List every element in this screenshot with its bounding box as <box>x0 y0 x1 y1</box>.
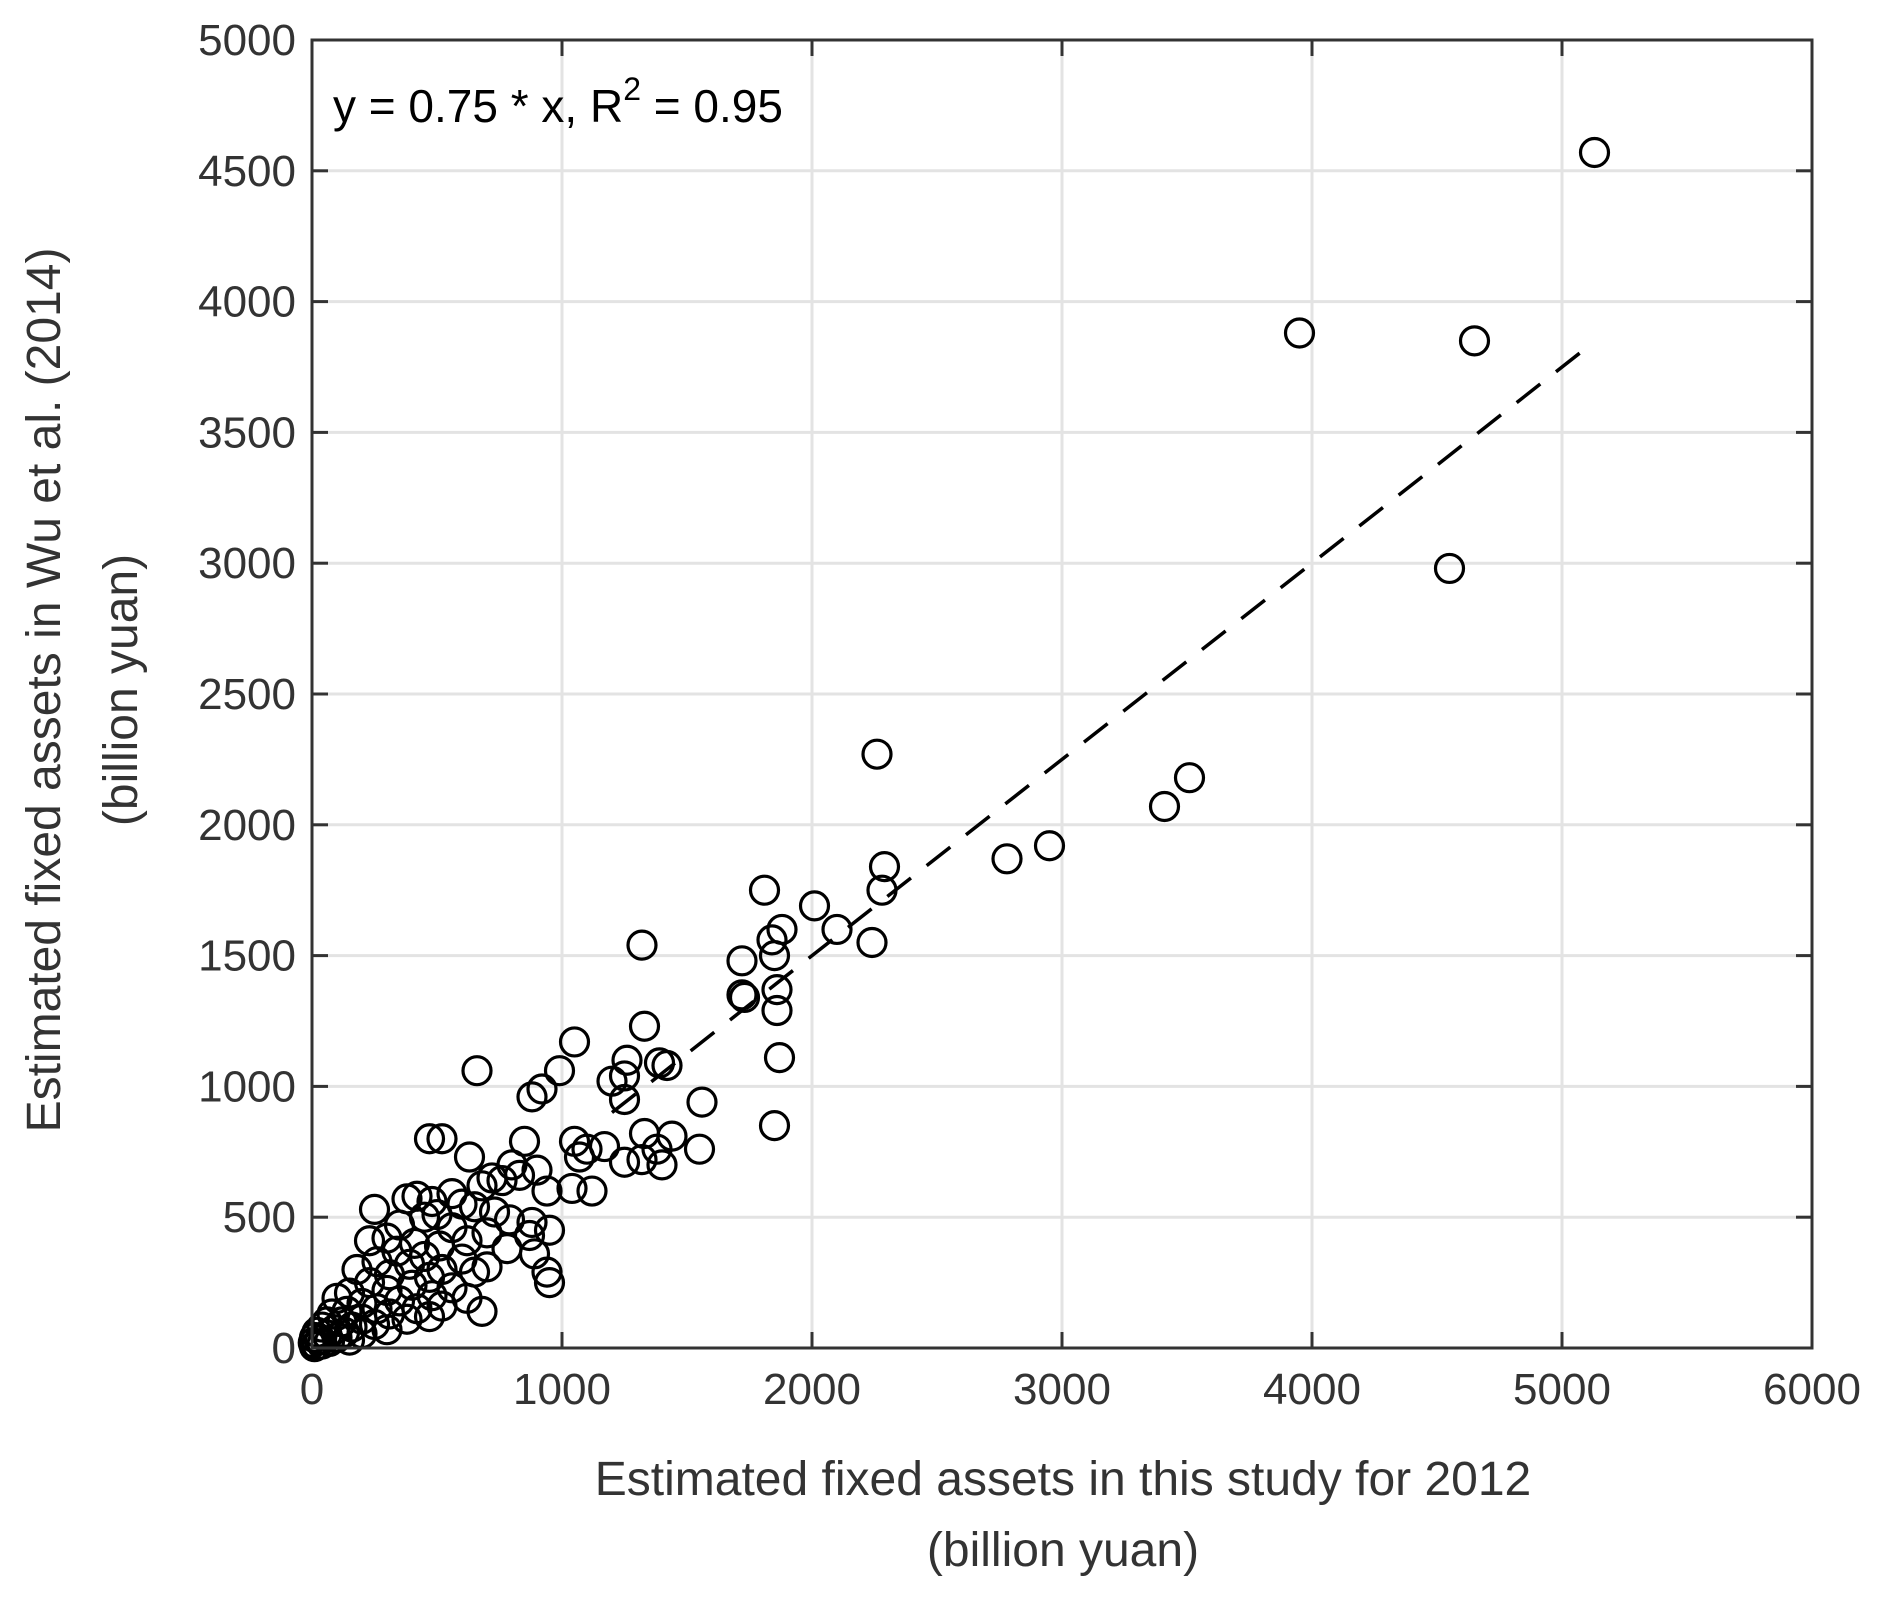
y-tick-label: 0 <box>272 1324 296 1373</box>
data-point <box>478 1196 511 1228</box>
tick-labels: 0 1000 2000 3000 4000 5000 6000 0 500 1000 1500 200… <box>198 16 1861 1414</box>
data-point <box>868 851 901 883</box>
data-point <box>798 890 831 922</box>
x-tick-label: 6000 <box>1763 1365 1861 1414</box>
y-tick-label: 1000 <box>198 1062 296 1111</box>
data-point <box>533 1266 566 1299</box>
data-point <box>866 874 898 906</box>
fit-equation-superscript: 2 <box>623 71 641 107</box>
y-tick-label: 4000 <box>198 278 296 327</box>
fit-line <box>610 346 1589 1114</box>
data-point <box>626 1144 658 1176</box>
data-point <box>683 1133 716 1165</box>
fit-equation-annotation: y = 0.75 * x, R2 = 0.95 <box>333 71 783 132</box>
data-point <box>531 1175 563 1207</box>
x-axis-label-line1: Estimated fixed assets in this study for… <box>595 1453 1531 1506</box>
fit-equation-text: y = 0.75 * x, R <box>333 80 623 132</box>
data-point <box>1173 762 1206 794</box>
data-point <box>358 1193 391 1225</box>
x-tick-label: 4000 <box>1263 1365 1361 1414</box>
data-point <box>371 1314 403 1346</box>
axis-ticks <box>310 38 1814 1350</box>
data-point <box>556 1172 588 1205</box>
y-tick-label: 5000 <box>198 16 296 65</box>
y-tick-label: 3500 <box>198 408 296 457</box>
y-tick-label: 4500 <box>198 147 296 196</box>
y-tick-label: 2000 <box>198 801 296 850</box>
y-tick-label: 3000 <box>198 539 296 588</box>
data-point <box>391 1303 423 1335</box>
data-point <box>466 1295 498 1327</box>
data-point <box>726 945 758 977</box>
data-point <box>761 994 793 1027</box>
data-point <box>728 981 761 1014</box>
data-point <box>758 1110 791 1142</box>
data-point <box>558 1026 591 1058</box>
data-point <box>1283 317 1316 349</box>
data-point <box>1033 830 1066 862</box>
data-point <box>521 1154 553 1186</box>
data-point <box>748 874 781 906</box>
x-tick-label: 0 <box>300 1365 324 1414</box>
data-point <box>571 1133 603 1165</box>
data-point <box>646 1149 678 1181</box>
data-point <box>651 1049 683 1082</box>
x-axis-label-line2: (billion yuan) <box>927 1524 1199 1577</box>
data-point <box>1433 552 1466 585</box>
data-point <box>563 1141 596 1173</box>
data-point <box>426 1123 458 1155</box>
data-point <box>761 974 793 1006</box>
data-point <box>686 1086 718 1118</box>
x-tick-label: 2000 <box>763 1365 861 1414</box>
x-tick-label: 1000 <box>513 1365 611 1414</box>
y-axis-label-line1: Estimated fixed assets in Wu et al. (201… <box>18 248 71 1133</box>
data-point <box>508 1125 541 1157</box>
data-point <box>576 1175 608 1207</box>
data-point <box>608 1083 641 1116</box>
data-point <box>486 1164 518 1197</box>
data-point <box>763 1042 796 1074</box>
data-point <box>413 1301 446 1333</box>
data-point <box>758 939 791 972</box>
data-point <box>416 1185 448 1218</box>
data-point <box>461 1055 493 1087</box>
data-point <box>458 1191 491 1223</box>
data-point <box>466 1170 498 1202</box>
x-tick-label: 5000 <box>1513 1365 1611 1414</box>
data-point <box>413 1123 446 1155</box>
data-point <box>526 1073 558 1105</box>
data-point <box>1458 325 1491 357</box>
data-point <box>626 929 658 961</box>
data-point <box>516 1081 548 1113</box>
data-point <box>533 1214 566 1246</box>
data-point <box>726 979 758 1011</box>
data-point <box>856 926 888 959</box>
data-point <box>756 924 788 956</box>
x-tick-label: 3000 <box>1013 1365 1111 1414</box>
data-point <box>471 1217 503 1249</box>
data-point <box>1578 136 1611 169</box>
data-point <box>628 1010 661 1042</box>
data-point <box>611 1044 643 1076</box>
data-point <box>1148 790 1181 823</box>
data-point <box>516 1206 548 1239</box>
data-point <box>453 1141 486 1173</box>
y-tick-label: 500 <box>223 1193 296 1242</box>
data-point <box>821 913 853 946</box>
fit-line-layer <box>610 346 1589 1114</box>
data-points <box>297 136 1611 1363</box>
fit-equation-value: = 0.95 <box>641 80 783 132</box>
data-point <box>861 738 893 770</box>
y-tick-label: 1500 <box>198 932 296 981</box>
data-point <box>353 1225 386 1257</box>
data-point <box>608 1146 641 1178</box>
data-point <box>543 1055 576 1087</box>
y-tick-label: 2500 <box>198 670 296 719</box>
data-point <box>991 843 1023 875</box>
y-axis-label-line2: (billion yuan) <box>95 554 148 826</box>
